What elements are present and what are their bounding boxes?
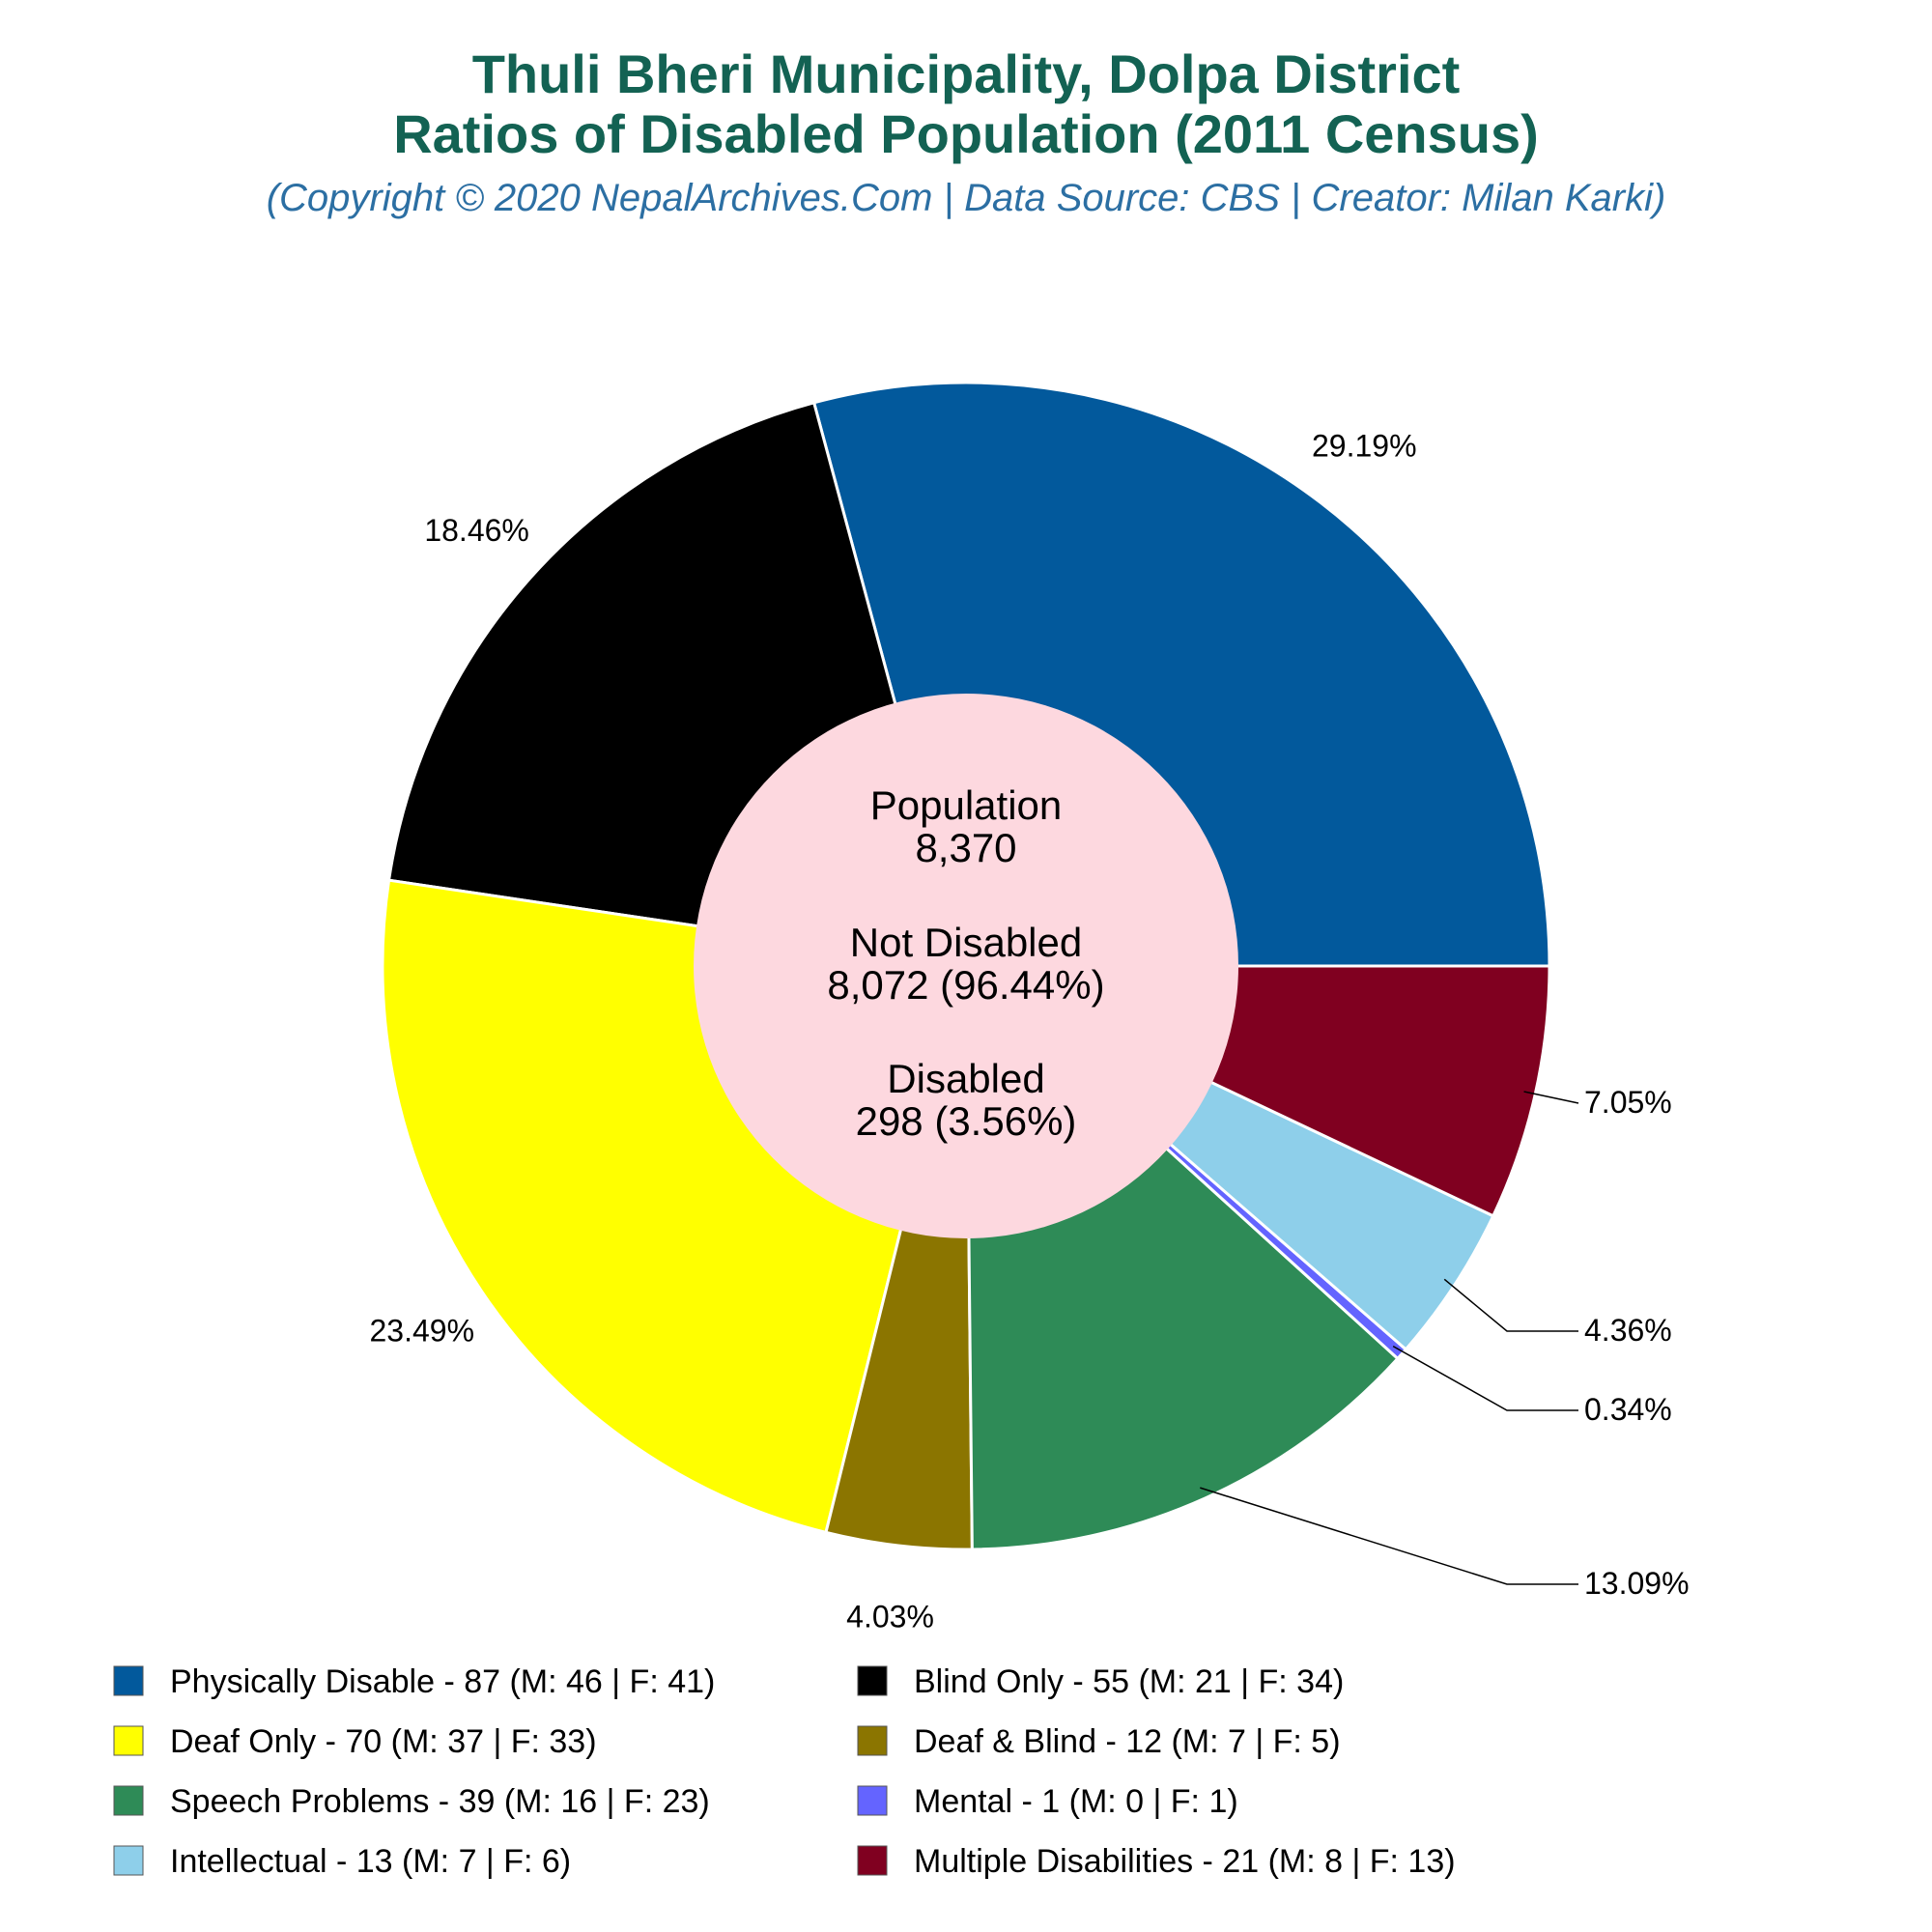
leader-lines [1200, 1091, 1579, 1585]
legend: Physically Disable - 87 (M: 46 | F: 41) B… [113, 1663, 1456, 1880]
percent-label: 23.49% [369, 1313, 474, 1348]
percent-label: 0.34% [1584, 1392, 1672, 1427]
percent-label: 4.03% [846, 1599, 934, 1634]
legend-label: Blind Only - 55 (M: 21 | F: 34) [914, 1663, 1344, 1700]
percent-label: 7.05% [1584, 1085, 1672, 1120]
chart-title-line1: Thuli Bheri Municipality, Dolpa District [472, 43, 1461, 104]
percent-label: 4.36% [1584, 1313, 1672, 1348]
percent-label: 18.46% [424, 513, 529, 548]
legend-label: Deaf & Blind - 12 (M: 7 | F: 5) [914, 1723, 1341, 1760]
legend-label: Mental - 1 (M: 0 | F: 1) [914, 1783, 1238, 1820]
legend-swatch [113, 1785, 144, 1816]
center-not-disabled-value: 8,072 (96.44%) [827, 962, 1104, 1008]
leader-line [1200, 1487, 1578, 1585]
chart-subtitle: (Copyright © 2020 NepalArchives.Com | Da… [267, 177, 1666, 219]
percent-label: 13.09% [1584, 1566, 1690, 1601]
legend-label: Multiple Disabilities - 21 (M: 8 | F: 13… [914, 1843, 1456, 1880]
legend-swatch [113, 1725, 144, 1756]
center-not-disabled-label: Not Disabled [850, 920, 1082, 965]
legend-swatch [857, 1845, 888, 1876]
center-population-value: 8,370 [915, 825, 1016, 870]
center-hole [694, 694, 1238, 1238]
legend-swatch [857, 1665, 888, 1696]
legend-label: Speech Problems - 39 (M: 16 | F: 23) [170, 1783, 710, 1820]
center-population-label: Population [870, 782, 1063, 828]
leader-line [1443, 1278, 1578, 1332]
chart-title-line2: Ratios of Disabled Population (2011 Cens… [393, 103, 1539, 164]
percent-labels: 29.19% 18.46% 23.49% 4.03% 13.09% 0.34% 4.36% 7… [369, 429, 1689, 1634]
legend-label: Physically Disable - 87 (M: 46 | F: 41) [170, 1663, 715, 1700]
leader-line [1392, 1345, 1578, 1411]
legend-label: Deaf Only - 70 (M: 37 | F: 33) [170, 1723, 597, 1760]
center-disabled-value: 298 (3.56%) [856, 1098, 1077, 1144]
legend-swatch [113, 1665, 144, 1696]
legend-swatch [113, 1845, 144, 1876]
leader-line [1523, 1091, 1579, 1104]
legend-label: Intellectual - 13 (M: 7 | F: 6) [170, 1843, 571, 1880]
legend-swatch [857, 1785, 888, 1816]
percent-label: 29.19% [1312, 429, 1417, 464]
legend-swatch [857, 1725, 888, 1756]
center-disabled-label: Disabled [887, 1056, 1044, 1101]
